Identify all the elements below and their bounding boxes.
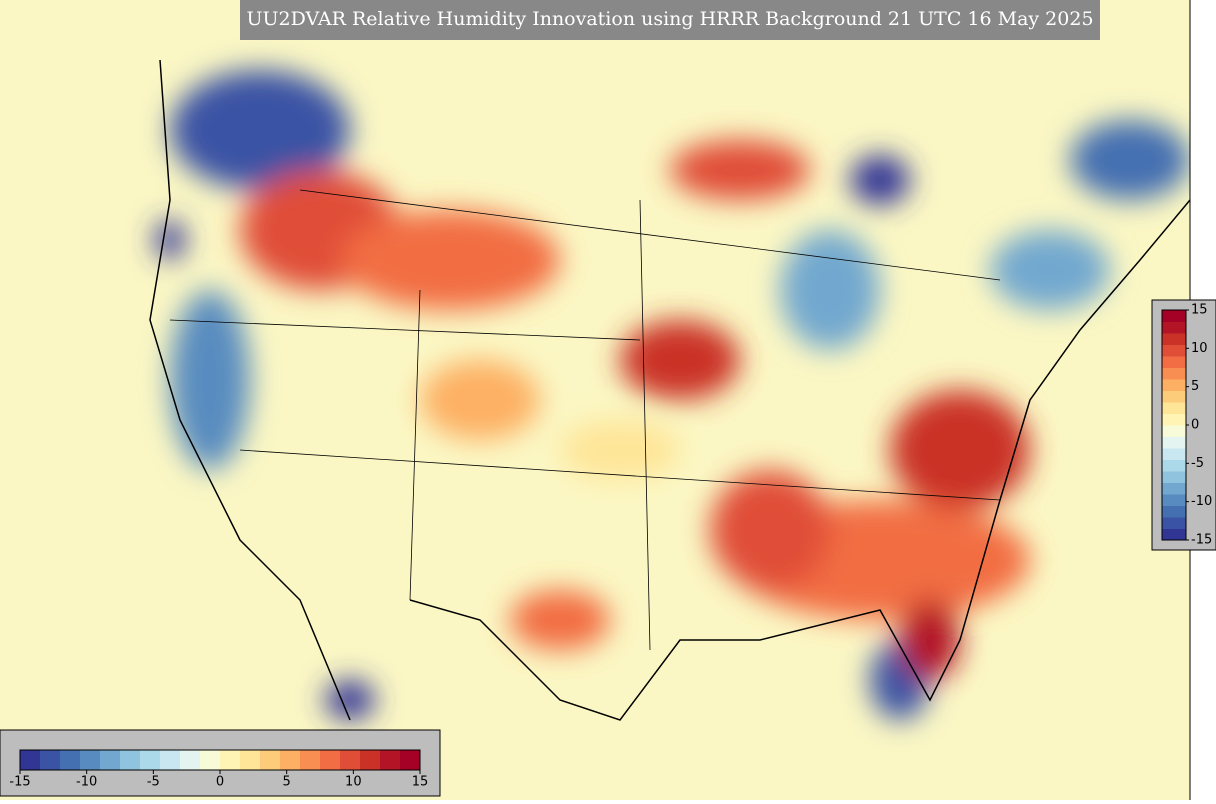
colorbar-segment — [200, 750, 221, 770]
tick-label: 15 — [412, 775, 429, 790]
colorbar-segment — [1162, 390, 1186, 403]
colorbar-segment — [1162, 436, 1186, 449]
horizontal-colorbar: -15 -10 -5 0 5 10 15 — [0, 729, 441, 797]
humidity-field — [155, 70, 1190, 720]
colorbar-segment — [240, 750, 261, 770]
colorbar-segment — [20, 750, 41, 770]
colorbar-segment — [1162, 471, 1186, 483]
colorbar-segment — [1162, 528, 1186, 541]
colorbar-segment — [1162, 344, 1186, 357]
colorbar-segment — [100, 750, 121, 770]
colorbar-segment — [1162, 413, 1186, 426]
colorbar-segment — [1162, 425, 1186, 437]
colorbar-segment — [340, 750, 361, 770]
colorbar-segment — [120, 750, 141, 770]
tick-label: 5 — [283, 775, 291, 790]
vertical-colorbar: -15 -10 -5 0 5 10 15 — [1151, 299, 1216, 551]
colorbar-segment — [260, 750, 281, 770]
title: UU2DVAR Relative Humidity Innovation usi… — [246, 8, 1093, 30]
colorbar-segment — [1162, 505, 1186, 518]
colorbar-segment — [1162, 333, 1186, 345]
tick-label: -15 — [1191, 533, 1212, 548]
colorbar-segment — [1162, 494, 1186, 506]
colorbar-segment — [1162, 367, 1186, 380]
colorbar-segment — [360, 750, 381, 770]
tick-label: 15 — [1191, 303, 1208, 318]
tick-label: 0 — [1191, 418, 1199, 433]
tick-label: 0 — [216, 775, 224, 790]
tick-label: -5 — [147, 775, 160, 790]
colorbar-segment — [400, 750, 421, 770]
colorbar-segment — [1162, 459, 1186, 472]
colorbar-segment — [380, 750, 401, 770]
colorbar-segment — [1162, 379, 1186, 391]
tick-label: 10 — [1191, 341, 1208, 356]
colorbar-segment — [220, 750, 241, 770]
colorbar-segment — [140, 750, 161, 770]
tick-label: -5 — [1191, 456, 1204, 471]
title-box — [240, 0, 1100, 40]
colorbar-segment — [1162, 482, 1186, 495]
colorbar-segment — [60, 750, 81, 770]
tick-label: -10 — [1191, 494, 1212, 509]
tick-label: 5 — [1191, 379, 1199, 394]
colorbar-segment — [1162, 310, 1186, 322]
colorbar-segment — [320, 750, 341, 770]
colorbar-segment — [40, 750, 61, 770]
tick-label: 10 — [345, 775, 362, 790]
colorbar-segment — [80, 750, 101, 770]
colorbar-segment — [1162, 402, 1186, 414]
tick-label: -10 — [76, 775, 97, 790]
state-borders — [169, 189, 1001, 651]
colorbar-segment — [160, 750, 181, 770]
colorbar-segment — [180, 750, 201, 770]
tick-label: -15 — [9, 775, 30, 790]
coastline — [149, 59, 1191, 721]
colorbar-segment — [1162, 356, 1186, 368]
colorbar-segment — [1162, 517, 1186, 529]
colorbar-segment — [280, 750, 301, 770]
colorbar-segment — [300, 750, 321, 770]
colorbar-segment — [1162, 321, 1186, 334]
colorbar-segment — [1162, 448, 1186, 460]
